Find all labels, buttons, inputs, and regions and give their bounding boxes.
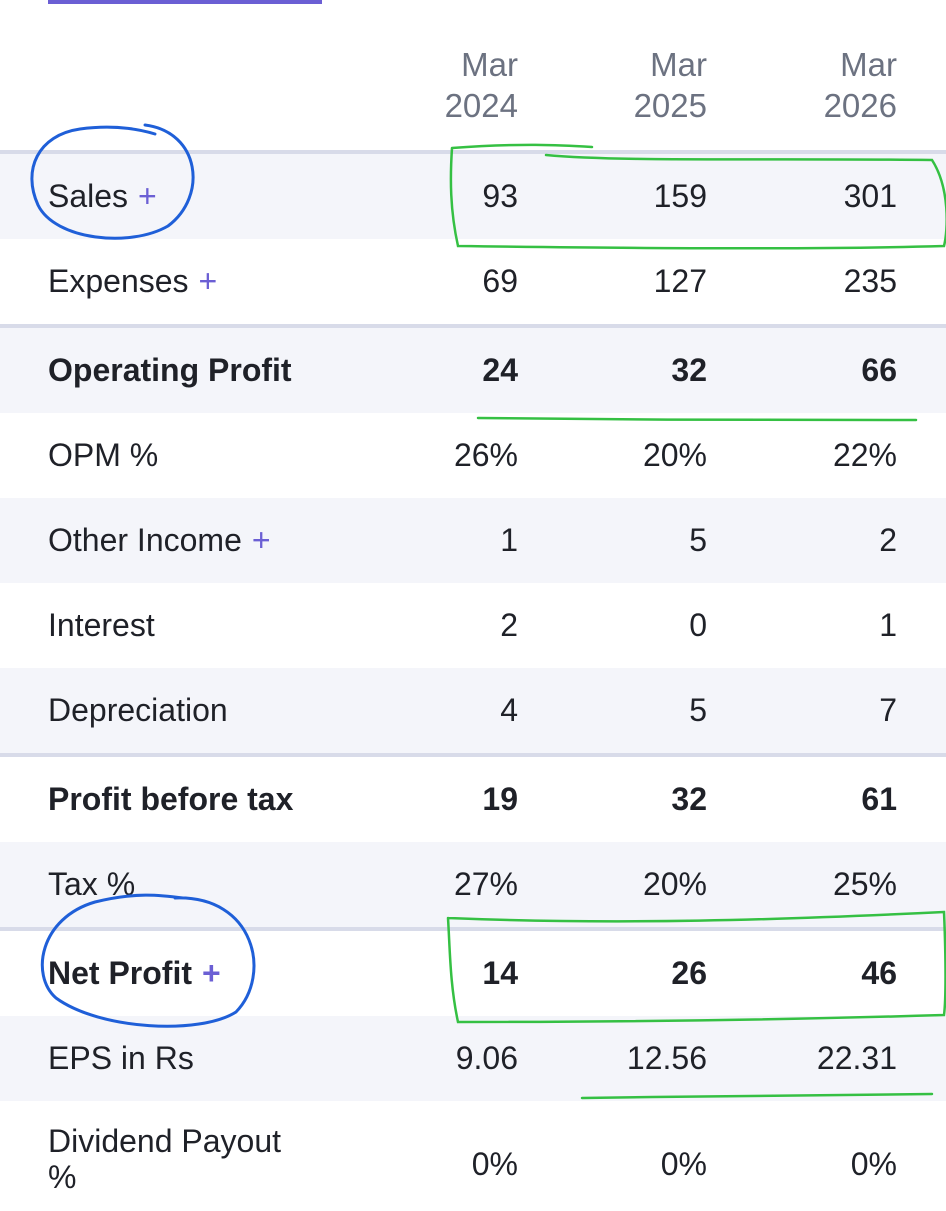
- value-cell: 5: [689, 522, 707, 558]
- row-label-text: OPM %: [48, 437, 159, 473]
- value-cell: 14: [482, 955, 518, 991]
- value-cell: 159: [653, 178, 707, 214]
- table-row[interactable]: Other Income +1 5 2: [0, 498, 946, 583]
- column-header-mar-2026: Mar 2026: [823, 46, 897, 124]
- expand-plus-icon[interactable]: +: [202, 955, 221, 991]
- row-label-text: Sales: [48, 178, 129, 214]
- value-cell: 26%: [453, 437, 518, 473]
- row-label: OPM %: [48, 434, 348, 476]
- row-label: Other Income +: [48, 519, 348, 561]
- value-cell: 7: [879, 692, 897, 728]
- value-cell: 4: [500, 692, 518, 728]
- row-label-text: Interest: [48, 607, 155, 643]
- value-cell: 46: [861, 955, 897, 991]
- value-cell: 25%: [832, 866, 897, 902]
- row-label-text: Profit before tax: [48, 781, 294, 817]
- value-cell: 22.31: [816, 1040, 897, 1076]
- table-row: Interest 2 0 1: [0, 583, 946, 668]
- value-cell: 24: [482, 352, 518, 388]
- value-cell: 1: [500, 522, 518, 558]
- row-label: EPS in Rs: [48, 1037, 348, 1079]
- table-row[interactable]: Net Profit +14 26 46: [0, 927, 946, 1016]
- value-cell: 2: [879, 522, 897, 558]
- value-cell: 9.06: [455, 1040, 518, 1076]
- expand-plus-icon[interactable]: +: [138, 178, 157, 214]
- row-label-text: Expenses: [48, 263, 189, 299]
- table-header: Mar 2024 Mar 2025 Mar 2026: [0, 0, 946, 150]
- row-label-text: Net Profit: [48, 955, 192, 991]
- value-cell: 2: [500, 607, 518, 643]
- table-row: Tax % 27% 20% 25%: [0, 842, 946, 927]
- value-cell: 69: [482, 263, 518, 299]
- column-header-mar-2025: Mar 2025: [633, 46, 707, 124]
- row-label: Interest: [48, 604, 348, 646]
- row-label-text: Operating Profit: [48, 352, 292, 388]
- column-header-mar-2024: Mar 2024: [444, 46, 518, 124]
- table-row: Profit before tax 19 32 61: [0, 753, 946, 842]
- value-cell: 66: [861, 352, 897, 388]
- value-cell: 1: [879, 607, 897, 643]
- row-label-text: Depreciation: [48, 692, 228, 728]
- table-row: EPS in Rs 9.06 12.56 22.31: [0, 1016, 946, 1101]
- value-cell: 19: [482, 781, 518, 817]
- value-cell: 0%: [660, 1146, 707, 1182]
- top-accent-underline: [48, 0, 322, 4]
- value-cell: 22%: [832, 437, 897, 473]
- row-label-text: Dividend Payout %: [48, 1123, 282, 1195]
- row-label: Dividend Payout %: [48, 1123, 318, 1195]
- table-row: Dividend Payout % 0% 0% 0%: [0, 1101, 946, 1211]
- table-row[interactable]: Sales +93 159 301: [0, 150, 946, 239]
- row-label: Depreciation: [48, 689, 348, 731]
- value-cell: 127: [653, 263, 707, 299]
- row-label-text: Other Income: [48, 522, 242, 558]
- value-cell: 5: [689, 692, 707, 728]
- value-cell: 93: [482, 178, 518, 214]
- value-cell: 0%: [471, 1146, 518, 1182]
- row-label: Sales +: [48, 175, 348, 217]
- table-row: Depreciation 4 5 7: [0, 668, 946, 753]
- expand-plus-icon[interactable]: +: [251, 522, 271, 558]
- row-label: Tax %: [48, 863, 348, 905]
- expand-plus-icon[interactable]: +: [198, 263, 218, 299]
- value-cell: 61: [861, 781, 897, 817]
- table-row[interactable]: Expenses +69 127 235: [0, 239, 946, 324]
- value-cell: 0%: [850, 1146, 897, 1182]
- value-cell: 27%: [453, 866, 518, 902]
- row-label: Net Profit +: [48, 952, 348, 994]
- table-row: Operating Profit 24 32 66: [0, 324, 946, 413]
- value-cell: 0: [689, 607, 707, 643]
- value-cell: 20%: [642, 437, 707, 473]
- row-label: Expenses +: [48, 260, 348, 302]
- value-cell: 32: [671, 352, 707, 388]
- table-row: OPM % 26% 20% 22%: [0, 413, 946, 498]
- value-cell: 32: [671, 781, 707, 817]
- value-cell: 301: [843, 178, 897, 214]
- row-label: Profit before tax: [48, 778, 348, 820]
- row-label-text: EPS in Rs: [48, 1040, 194, 1076]
- value-cell: 26: [671, 955, 707, 991]
- value-cell: 12.56: [626, 1040, 707, 1076]
- row-label-text: Tax %: [48, 866, 136, 902]
- value-cell: 20%: [642, 866, 707, 902]
- row-label: Operating Profit: [48, 349, 348, 391]
- value-cell: 235: [843, 263, 897, 299]
- profit-loss-table: Sales +93 159 301 Expenses +69 127 235 Operating…: [0, 150, 946, 1211]
